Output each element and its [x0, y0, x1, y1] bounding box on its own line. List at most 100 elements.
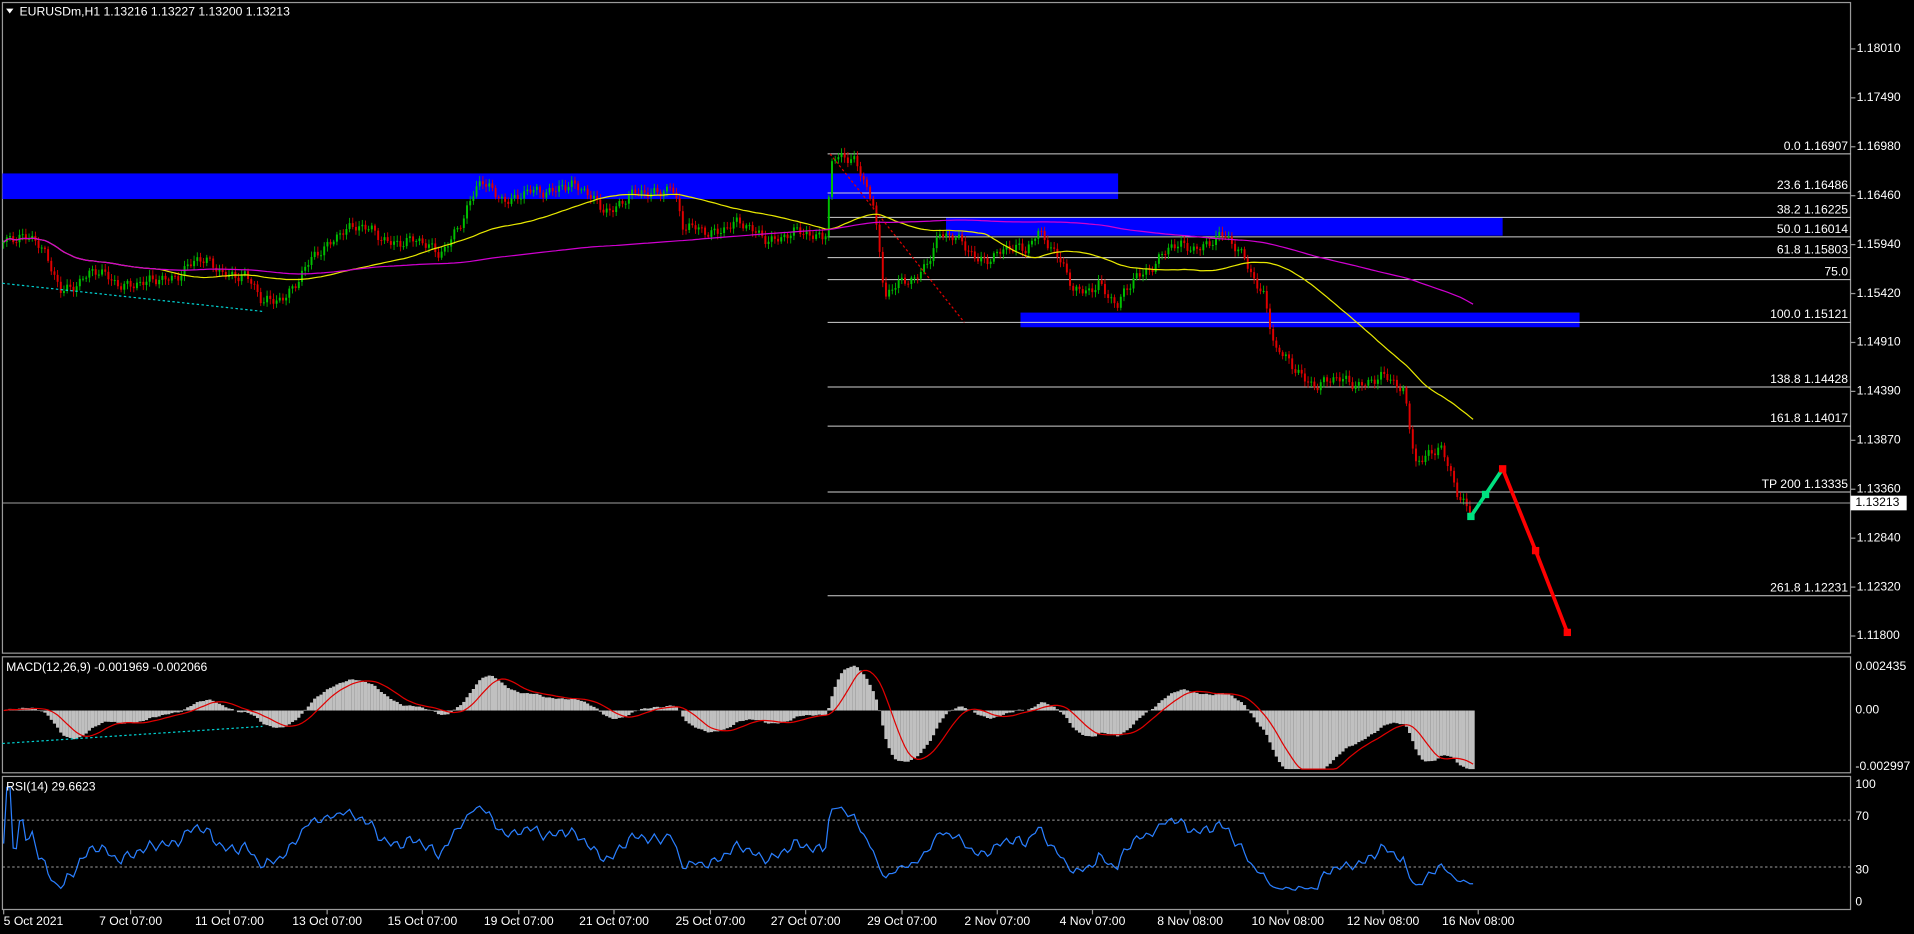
macd-bar [113, 710, 117, 722]
candle-body [1269, 308, 1271, 329]
candle-body [47, 249, 50, 261]
candle-body [1065, 263, 1068, 273]
macd-bar [392, 700, 396, 711]
macd-bar [122, 710, 126, 724]
candle-body [1021, 243, 1024, 251]
candle-body [957, 234, 960, 239]
candle-body [485, 184, 488, 187]
candle-body [707, 234, 710, 237]
macd-bar [1293, 710, 1297, 770]
candle-body [570, 180, 573, 187]
macd-bar [1271, 710, 1275, 750]
candle-body [1005, 245, 1008, 250]
macd-bar [1049, 705, 1053, 711]
candle-body [205, 257, 208, 263]
macd-bar [179, 710, 183, 712]
macd-bar [947, 710, 952, 712]
macd-bar [1141, 710, 1145, 716]
candle-body [1373, 379, 1376, 384]
macd-bar [173, 710, 177, 713]
macd-bar [1347, 710, 1351, 747]
macd-bar [1468, 710, 1472, 770]
candle-body [1265, 290, 1268, 309]
macd-bar [132, 710, 136, 724]
candle-body [1145, 268, 1148, 275]
candle-body [923, 264, 926, 272]
candle-body [275, 300, 278, 304]
macd-bar [1325, 710, 1329, 767]
candle-body [913, 277, 916, 279]
macd-bar [944, 710, 948, 715]
macd-bar [395, 701, 399, 711]
macd-bar [440, 710, 444, 715]
candle-body [297, 281, 300, 289]
macd-bar [544, 697, 548, 711]
macd-bar [75, 710, 79, 739]
macd-bar [884, 710, 888, 740]
candle-body [1453, 470, 1456, 483]
candle-body [1376, 379, 1379, 384]
macd-bar [497, 680, 501, 711]
candle-body [1192, 246, 1195, 251]
candle-body [1440, 445, 1443, 448]
macd-bar [1039, 702, 1044, 711]
macd-bar [249, 710, 253, 715]
candle-body [910, 277, 913, 285]
price-label: 1.17490 [1857, 90, 1901, 104]
macd-bar [1350, 710, 1355, 746]
candle-body [1272, 328, 1275, 341]
macd-bar [192, 704, 196, 711]
candle-body [491, 183, 494, 188]
fib-label: TP 200 1.13335 [1762, 477, 1849, 491]
candle-body [1256, 278, 1259, 289]
candle-body [754, 231, 757, 233]
macd-bar [443, 710, 447, 715]
candle-body [459, 227, 462, 229]
candle-body [735, 217, 738, 222]
macd-bar [747, 710, 752, 720]
candle-body [253, 283, 256, 285]
macd-bar [912, 710, 917, 759]
macd-bar [709, 710, 713, 733]
menu-triangle[interactable] [6, 8, 14, 14]
candle-body [573, 180, 576, 184]
candle-body [183, 266, 186, 276]
candle-body [1164, 254, 1167, 256]
candle-body [56, 274, 59, 282]
candle-body [875, 205, 878, 225]
macd-bar [198, 701, 203, 711]
macd-bar [1103, 710, 1107, 734]
macd-bar [646, 708, 650, 711]
candle-body [751, 225, 754, 232]
macd-bar [684, 710, 688, 722]
candle-body [1291, 358, 1294, 370]
macd-bar [668, 705, 672, 711]
candle-body [1278, 347, 1281, 353]
macd-signal [3, 669, 1474, 770]
macd-bar [427, 709, 431, 711]
candle-body [818, 232, 821, 235]
candle-body [1202, 244, 1205, 251]
macd-bar [360, 680, 364, 711]
macd-bar [766, 710, 771, 724]
macd-bar [532, 693, 536, 711]
candle-body [745, 225, 748, 229]
macd-bar [240, 710, 244, 713]
candle-body [21, 234, 24, 236]
candle-body [231, 271, 234, 275]
candle-body [1072, 285, 1075, 291]
macd-bar [109, 710, 114, 722]
candle-body [1126, 288, 1129, 290]
candle-body [415, 241, 418, 243]
candle-body [1037, 230, 1040, 239]
macd-bar [338, 682, 342, 711]
candle-body [1234, 243, 1237, 252]
candle-body [977, 258, 979, 262]
candle-body [421, 238, 424, 244]
macd-bar [494, 678, 498, 711]
macd-bar [773, 710, 777, 724]
macd-bar [671, 705, 675, 711]
candle-body [202, 261, 205, 263]
candle-body [1294, 369, 1297, 373]
macd-bar [246, 710, 250, 713]
